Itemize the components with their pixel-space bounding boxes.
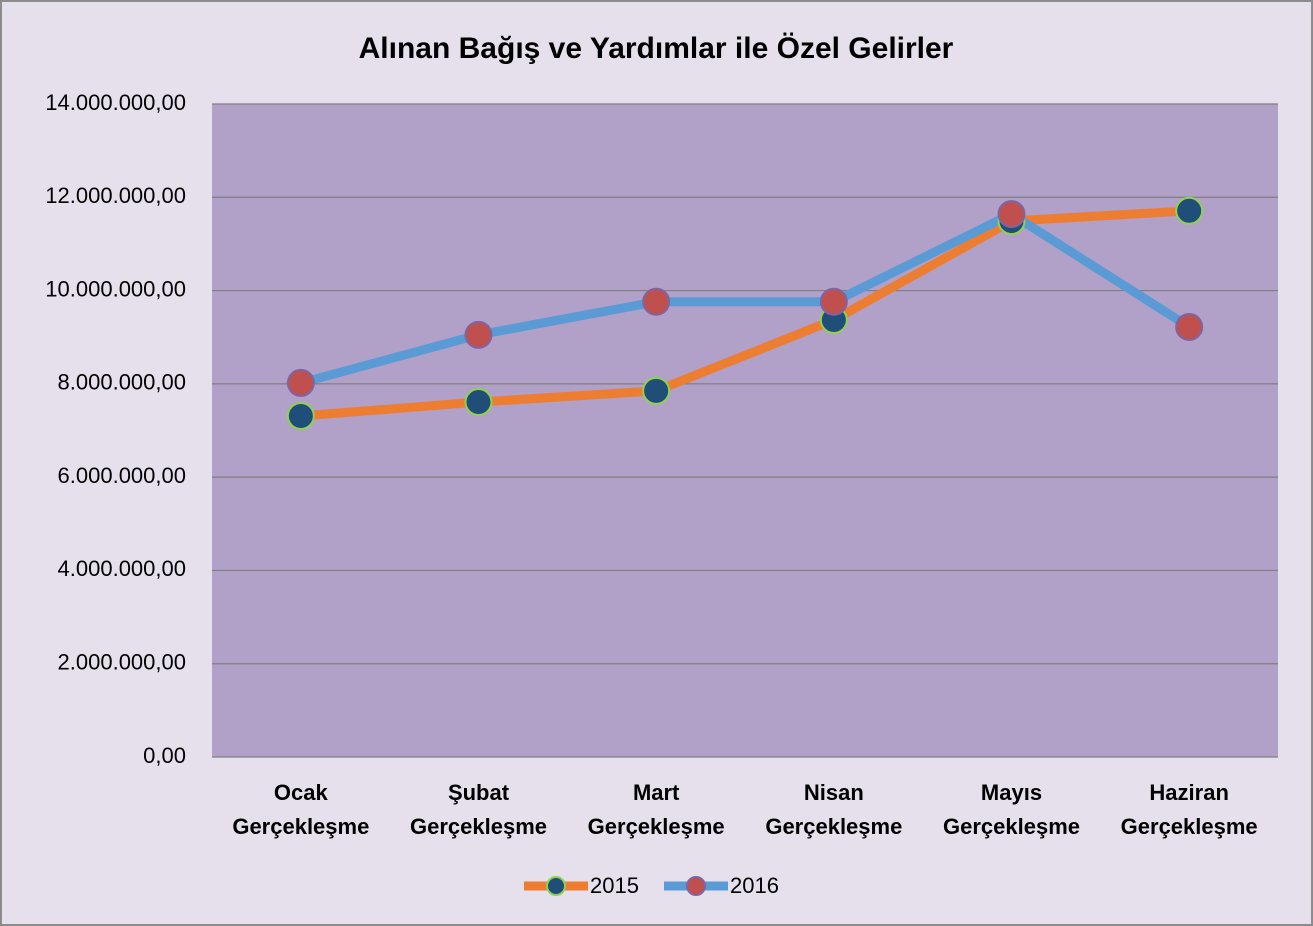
data-point bbox=[819, 287, 848, 316]
x-tick-label: Şubat Gerçekleşme bbox=[410, 780, 547, 839]
y-tick-label: 0,00 bbox=[143, 743, 186, 768]
data-point bbox=[642, 287, 671, 316]
x-tick-label: Mart Gerçekleşme bbox=[588, 780, 725, 839]
legend-marker bbox=[546, 876, 566, 896]
x-tick-label: Nisan Gerçekleşme bbox=[765, 780, 902, 839]
y-tick-label: 14.000.000,00 bbox=[45, 90, 186, 115]
y-tick-label: 8.000.000,00 bbox=[58, 370, 186, 395]
legend-label: 2015 bbox=[590, 873, 639, 898]
data-point bbox=[286, 368, 315, 397]
x-tick-label: Haziran Gerçekleşme bbox=[1121, 780, 1258, 839]
y-tick-label: 10.000.000,00 bbox=[45, 276, 186, 301]
data-point bbox=[286, 402, 315, 431]
data-point bbox=[997, 200, 1026, 229]
legend-label: 2016 bbox=[730, 873, 779, 898]
y-tick-label: 2.000.000,00 bbox=[58, 650, 186, 675]
data-point bbox=[1175, 196, 1204, 225]
x-tick-label: Ocak Gerçekleşme bbox=[232, 780, 369, 839]
x-tick-label: Mayıs Gerçekleşme bbox=[943, 780, 1080, 839]
data-point bbox=[642, 376, 671, 405]
y-tick-label: 12.000.000,00 bbox=[45, 183, 186, 208]
legend-marker bbox=[686, 876, 706, 896]
chart-title: Alınan Bağış ve Yardımlar ile Özel Gelir… bbox=[359, 32, 954, 65]
data-point bbox=[464, 320, 493, 349]
data-point bbox=[464, 388, 493, 417]
y-tick-label: 6.000.000,00 bbox=[58, 463, 186, 488]
data-point bbox=[1175, 312, 1204, 341]
plot-area bbox=[212, 104, 1278, 757]
series-line bbox=[300, 206, 1190, 421]
y-tick-label: 4.000.000,00 bbox=[58, 556, 186, 581]
series-line bbox=[299, 209, 1192, 388]
